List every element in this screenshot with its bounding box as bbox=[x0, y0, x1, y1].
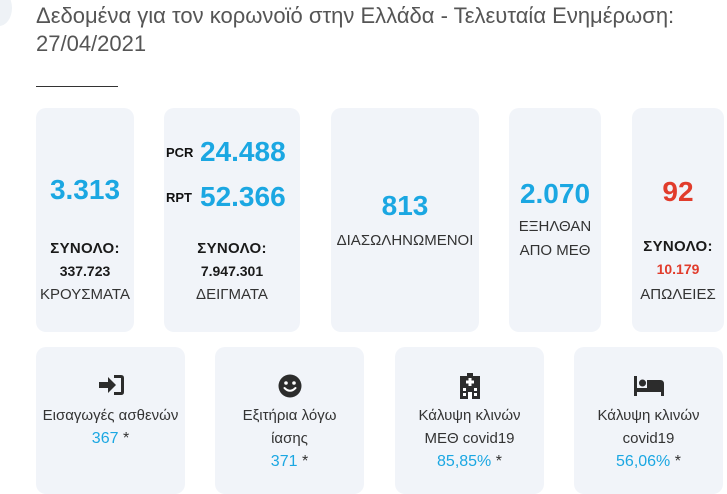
tests-label: ΔΕΙΓΜΑΤΑ bbox=[196, 286, 268, 303]
cases-total-value: 337.723 bbox=[59, 263, 111, 279]
discharges-value-row: 371 * bbox=[215, 453, 364, 471]
rpt-row: RPT 52.366 bbox=[164, 181, 300, 215]
intubated-card: 813 ΔΙΑΣΩΛΗΝΩΜΕΝΟΙ bbox=[331, 108, 479, 332]
intubated-label: ΔΙΑΣΩΛΗΝΩΜΕΝΟΙ bbox=[336, 232, 474, 249]
covid-beds-card: Κάλυψη κλινών covid19 56,06% * bbox=[574, 347, 723, 494]
bed-icon bbox=[633, 376, 664, 396]
hospital-icon bbox=[459, 373, 480, 399]
page-title: Δεδομένα για τον κορωνοϊό στην Ελλάδα - … bbox=[36, 3, 675, 56]
new-deaths-value: 92 bbox=[662, 176, 694, 207]
admissions-asterisk: * bbox=[122, 430, 130, 447]
discharges-card: Εξιτήρια λόγω ίασης 371 * bbox=[215, 347, 364, 494]
admissions-value-row: 367 * bbox=[36, 430, 185, 448]
deaths-card: 92 ΣΥΝΟΛΟ: 10.179 ΑΠΩΛΕΙΕΣ bbox=[632, 108, 724, 332]
discharges-value: 371 bbox=[270, 453, 298, 470]
deaths-label: ΑΠΩΛΕΙΕΣ bbox=[640, 286, 716, 303]
icu-beds-label-1: Κάλυψη κλινών bbox=[418, 407, 521, 424]
admissions-label: Εισαγωγές ασθενών bbox=[42, 407, 179, 424]
discharges-asterisk: * bbox=[301, 453, 309, 470]
covid-beds-value: 56,06% bbox=[616, 453, 671, 470]
icu-beds-card: Κάλυψη κλινών ΜΕΘ covid19 85,85% * bbox=[395, 347, 544, 494]
cases-card: 3.313 ΣΥΝΟΛΟ: 337.723 ΚΡΟΥΣΜΑΤΑ bbox=[36, 108, 134, 332]
pcr-value: 24.488 bbox=[200, 136, 286, 167]
intubated-value: 813 bbox=[381, 190, 429, 221]
deaths-total-label: ΣΥΝΟΛΟ: bbox=[643, 238, 713, 255]
icu-exits-label-1: ΕΞΗΛΘΑΝ bbox=[518, 218, 592, 235]
tests-total-value: 7.947.301 bbox=[200, 263, 264, 279]
discharges-label-2: ίασης bbox=[271, 430, 308, 447]
rpt-value: 52.366 bbox=[200, 181, 286, 212]
admissions-card: Εισαγωγές ασθενών 367 * bbox=[36, 347, 185, 494]
cases-total-label: ΣΥΝΟΛΟ: bbox=[50, 240, 120, 257]
pcr-label: PCR bbox=[166, 145, 194, 160]
icu-exits-label-2: ΑΠΟ ΜΕΘ bbox=[519, 242, 591, 259]
corner-decoration bbox=[0, 0, 12, 26]
discharges-label-1: Εξιτήρια λόγω bbox=[242, 407, 337, 424]
title-underline bbox=[36, 86, 118, 87]
covid-beds-asterisk: * bbox=[674, 453, 681, 470]
tests-card: PCR 24.488 RPT 52.366 ΣΥΝΟΛΟ: 7.947.301 … bbox=[164, 108, 300, 332]
sign-in-icon bbox=[98, 375, 124, 395]
icu-exits-value: 2.070 bbox=[519, 178, 591, 209]
covid-beds-label-2: covid19 bbox=[622, 430, 675, 447]
deaths-total-value: 10.179 bbox=[656, 261, 700, 277]
rpt-label: RPT bbox=[166, 190, 192, 205]
admissions-value: 367 bbox=[91, 430, 119, 447]
cases-label: ΚΡΟΥΣΜΑΤΑ bbox=[40, 286, 130, 303]
icu-beds-asterisk: * bbox=[495, 453, 502, 470]
icu-beds-label-2: ΜΕΘ covid19 bbox=[424, 430, 515, 447]
new-cases-value: 3.313 bbox=[49, 174, 121, 205]
icu-beds-value-row: 85,85% * bbox=[395, 453, 544, 471]
covid-beds-value-row: 56,06% * bbox=[574, 453, 723, 471]
icu-exits-card: 2.070 ΕΞΗΛΘΑΝ ΑΠΟ ΜΕΘ bbox=[509, 108, 601, 332]
pcr-row: PCR 24.488 bbox=[164, 136, 300, 170]
covid-beds-label-1: Κάλυψη κλινών bbox=[597, 407, 700, 424]
icu-beds-value: 85,85% bbox=[437, 453, 492, 470]
tests-total-label: ΣΥΝΟΛΟ: bbox=[197, 240, 267, 257]
smile-icon bbox=[278, 374, 301, 398]
